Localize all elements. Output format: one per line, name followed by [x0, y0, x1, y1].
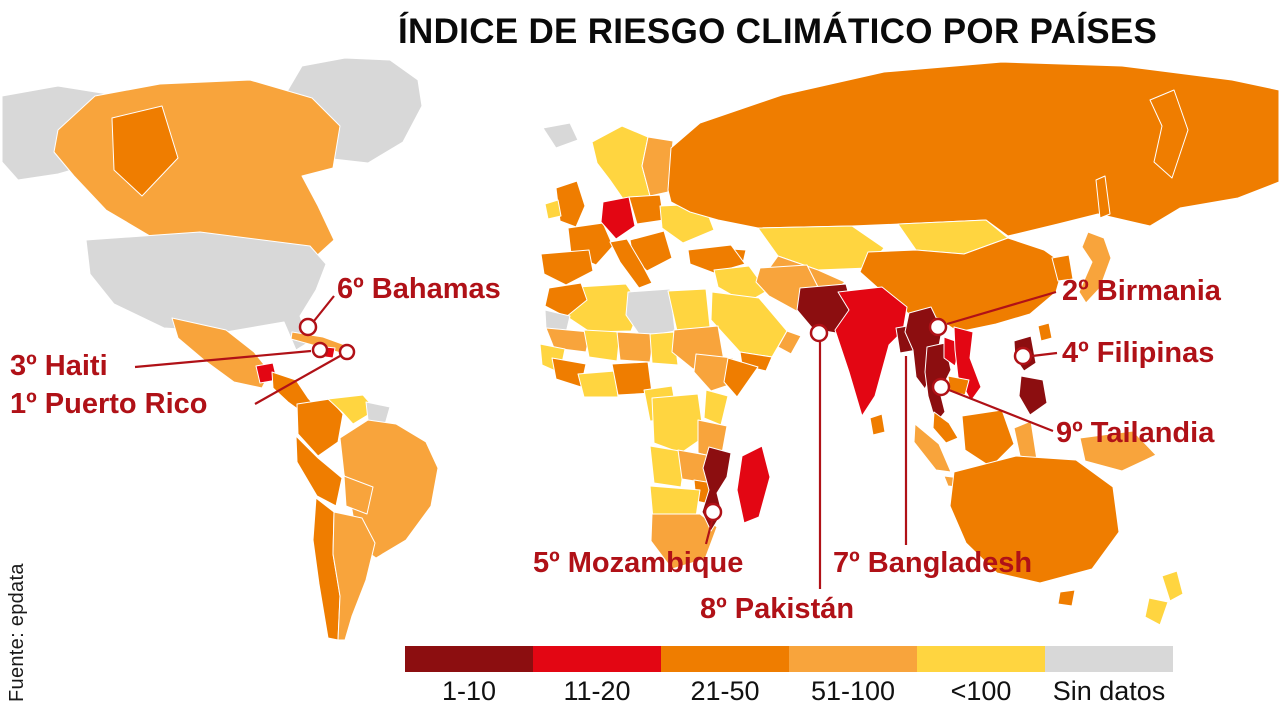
- callout-circle-birmania: [928, 317, 948, 337]
- region-somalia: [723, 357, 759, 398]
- region-india: [834, 286, 908, 417]
- region-sakhalin: [1095, 175, 1111, 219]
- region-tasmania: [1057, 589, 1076, 607]
- region-mexico: [171, 317, 271, 389]
- annotation-haiti: 3º Haiti: [10, 350, 108, 382]
- legend: 1-10 11-20 21-50 51-100 <100 Sin datos: [405, 646, 1173, 707]
- region-angola: [649, 445, 687, 488]
- region-spain: [540, 249, 594, 286]
- annotation-filipinas: 4º Filipinas: [1062, 337, 1215, 369]
- legend-color-bar: [405, 646, 1173, 672]
- region-kamchatka: [1149, 89, 1189, 179]
- callout-line-filipinas: [1031, 351, 1058, 358]
- region-ghana-ivory: [577, 370, 619, 398]
- region-south-africa: [650, 513, 718, 570]
- annotation-tailandia: 9º Tailandia: [1056, 417, 1215, 449]
- region-peru: [295, 435, 343, 507]
- legend-swatch-lt-100: [917, 646, 1045, 672]
- region-syria-iraq: [713, 265, 768, 304]
- map-regions: [1, 57, 1280, 641]
- legend-label-21-50: 21-50: [690, 676, 760, 706]
- annotation-bangladesh: 7º Bangladesh: [833, 547, 1033, 579]
- callout-circle-haiti: [311, 341, 329, 359]
- callout-line-puerto-rico: [254, 355, 341, 405]
- callout-line-bahamas: [313, 295, 335, 322]
- region-chad: [649, 331, 679, 366]
- annotation-pakistan: 8º Pakistán: [700, 593, 855, 625]
- region-iceland: [542, 122, 579, 149]
- region-madagascar: [736, 445, 771, 524]
- region-new-guinea: [1079, 430, 1157, 472]
- legend-label-51-100: 51-100: [810, 676, 896, 706]
- region-saudi-arabia: [710, 291, 788, 358]
- source-credit: Fuente: epdata: [6, 563, 28, 702]
- region-canada-west: [111, 105, 179, 197]
- legend-swatch-1-10: [405, 646, 533, 672]
- legend-label-sin-datos: Sin datos: [1052, 676, 1166, 706]
- region-venezuela: [327, 394, 377, 425]
- region-kenya: [703, 389, 729, 426]
- region-new-zealand-north: [1161, 570, 1184, 602]
- annotation-bahamas: 6º Bahamas: [337, 273, 501, 305]
- legend-swatch-21-50: [661, 646, 789, 672]
- legend-swatch-11-20: [533, 646, 661, 672]
- region-italy: [609, 238, 653, 289]
- region-taiwan: [1037, 322, 1053, 342]
- annotation-mozambique: 5º Mozambique: [533, 547, 744, 579]
- region-bolivia: [343, 475, 374, 515]
- region-libya: [625, 288, 676, 338]
- region-mauritania: [545, 327, 591, 353]
- callout-line-mozambique: [704, 520, 714, 545]
- region-new-zealand-south: [1144, 597, 1169, 626]
- region-germany: [600, 196, 636, 240]
- annotation-puerto-rico: 1º Puerto Rico: [10, 388, 208, 420]
- region-australia: [949, 455, 1120, 584]
- region-borneo: [961, 409, 1015, 468]
- region-scandinavia: [591, 125, 651, 207]
- callout-circle-mozambique: [703, 502, 723, 522]
- legend-labels: 1-10 11-20 21-50 51-100 <100 Sin datos: [405, 672, 1173, 707]
- region-philippines-south: [1018, 375, 1048, 416]
- page-title: ÍNDICE DE RIESGO CLIMÁTICO POR PAÍSES: [398, 12, 1158, 51]
- annotation-birmania: 2º Birmania: [1062, 275, 1221, 307]
- region-finland-baltics: [641, 136, 674, 197]
- region-sulawesi: [1013, 420, 1038, 461]
- region-russia: [667, 61, 1280, 237]
- legend-label-1-10: 1-10: [441, 676, 497, 706]
- region-central-europe: [628, 194, 665, 225]
- legend-label-11-20: 11-20: [563, 676, 631, 706]
- callout-circle-puerto-rico: [338, 343, 356, 361]
- region-mali: [583, 329, 621, 362]
- region-usa: [85, 231, 327, 351]
- region-korea: [1051, 254, 1074, 282]
- region-ireland: [544, 199, 562, 220]
- callout-circle-tailandia: [931, 377, 951, 397]
- region-oman: [777, 330, 802, 355]
- legend-swatch-sin-datos: [1045, 646, 1173, 672]
- callouts: [134, 290, 1058, 589]
- legend-label-lt-100: <100: [950, 676, 1012, 706]
- callout-circle-pakistan: [809, 323, 829, 343]
- region-sumatra: [913, 423, 952, 473]
- region-drc: [651, 393, 705, 454]
- callout-circle-filipinas: [1013, 346, 1033, 366]
- callout-line-tailandia: [948, 388, 1054, 433]
- region-uk: [555, 180, 586, 228]
- callout-line-birmania: [946, 290, 1057, 326]
- region-japan: [1078, 231, 1112, 304]
- region-vietnam: [953, 326, 982, 402]
- legend-swatch-51-100: [789, 646, 917, 672]
- callout-line-haiti: [134, 349, 312, 369]
- region-argentina: [332, 511, 376, 641]
- region-sri-lanka: [869, 413, 886, 436]
- region-malay-peninsula: [932, 411, 959, 444]
- region-morocco: [544, 282, 588, 318]
- region-niger: [616, 331, 655, 363]
- callout-circle-bahamas: [298, 317, 318, 337]
